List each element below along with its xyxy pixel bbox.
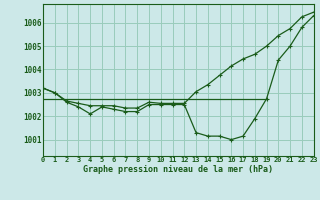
X-axis label: Graphe pression niveau de la mer (hPa): Graphe pression niveau de la mer (hPa) bbox=[84, 165, 273, 174]
